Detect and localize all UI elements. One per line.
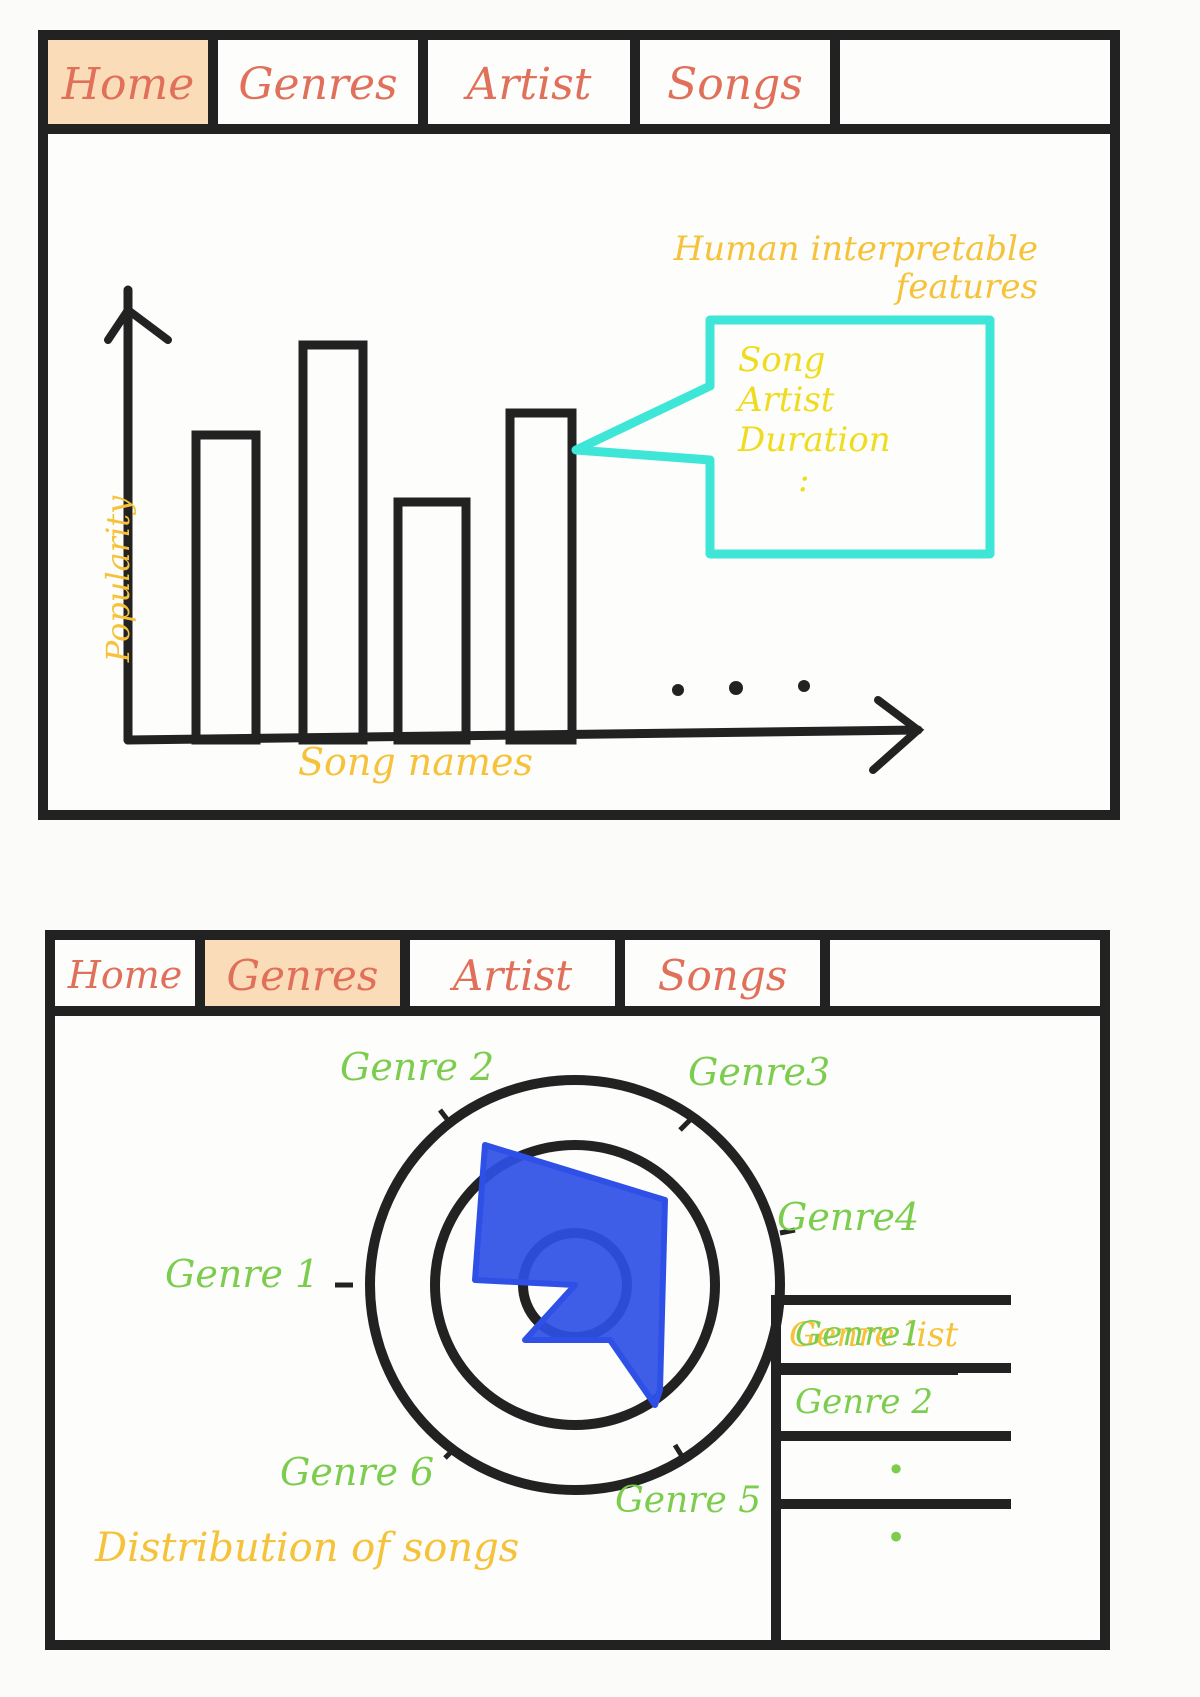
features-annotation-line-1: Human interpretable bbox=[673, 229, 1038, 269]
x-axis-label: Song names bbox=[298, 740, 533, 784]
tab-genres[interactable]: Genres bbox=[218, 40, 428, 124]
more-dot-3 bbox=[798, 680, 810, 692]
radar-ring-middle bbox=[430, 1140, 720, 1430]
tick-genre-6 bbox=[443, 1446, 457, 1460]
genre-list-item[interactable]: • bbox=[781, 1441, 1011, 1509]
tab-home-label: Home bbox=[67, 953, 183, 997]
radar-label-genre-4: Genre4 bbox=[777, 1195, 920, 1239]
genre-list-title-text: Genre list bbox=[789, 1315, 959, 1355]
radar-label-genre-5: Genre 5 bbox=[615, 1480, 762, 1521]
y-axis-arrow-icon bbox=[104, 304, 172, 344]
bar-3[interactable] bbox=[393, 497, 471, 745]
x-axis-arrow-icon bbox=[869, 696, 925, 774]
home-wireframe: Home Genres Artist Songs Human interpret… bbox=[38, 30, 1120, 820]
genre-list-item-label: Genre1 bbox=[795, 1314, 923, 1354]
tab-artist[interactable]: Artist bbox=[410, 940, 625, 1006]
bar-4[interactable] bbox=[505, 408, 577, 745]
tick-genre-3 bbox=[678, 1118, 692, 1132]
genres-wireframe: Home Genres Artist Songs Genre 1 Genre 2… bbox=[45, 930, 1110, 1650]
bar-2[interactable] bbox=[298, 340, 368, 745]
tab-home[interactable]: Home bbox=[55, 940, 205, 1006]
radar-label-genre-3: Genre3 bbox=[688, 1050, 831, 1094]
genre-list-panel: Genre list Genre1 Genre 2 • • bbox=[771, 1295, 1011, 1650]
features-annotation: Human interpretable features bbox=[608, 230, 1038, 306]
tab-artist[interactable]: Artist bbox=[428, 40, 640, 124]
tab-genres[interactable]: Genres bbox=[205, 940, 410, 1006]
tooltip-callout bbox=[571, 315, 995, 559]
tab-genres-label: Genres bbox=[226, 950, 379, 1000]
tab-artist-label: Artist bbox=[452, 950, 573, 1000]
tab-bar: Home Genres Artist Songs bbox=[48, 40, 1110, 134]
more-dot-1 bbox=[672, 684, 684, 696]
genre-list-item[interactable]: Genre 2 bbox=[781, 1373, 1011, 1441]
tab-songs[interactable]: Songs bbox=[625, 940, 830, 1006]
genre-list-item-label: Genre 2 bbox=[795, 1382, 933, 1422]
radar-ring-outer bbox=[365, 1075, 785, 1495]
genre-list-item[interactable]: Genre1 bbox=[781, 1305, 1011, 1373]
tab-songs-label: Songs bbox=[667, 58, 803, 110]
tick-genre-2 bbox=[438, 1108, 452, 1125]
tooltip-content: Song Artist Duration : bbox=[738, 340, 891, 500]
radar-label-genre-1: Genre 1 bbox=[165, 1252, 320, 1296]
y-axis-label: Popularity bbox=[99, 495, 137, 663]
genre-list-item-label: • bbox=[885, 1518, 907, 1558]
distribution-caption: Distribution of songs bbox=[95, 1525, 520, 1571]
genre-list-item[interactable]: • bbox=[781, 1509, 1011, 1567]
tooltip-duration: Duration bbox=[738, 420, 891, 460]
bar-chart-sketch bbox=[104, 285, 995, 774]
more-dot-2 bbox=[729, 681, 743, 695]
bar-1[interactable] bbox=[191, 430, 261, 745]
tab-home-label: Home bbox=[61, 58, 195, 110]
features-annotation-line-2: features bbox=[895, 267, 1038, 307]
tooltip-song: Song bbox=[738, 340, 826, 380]
tick-genre-4 bbox=[779, 1227, 796, 1236]
tab-songs-label: Songs bbox=[657, 950, 788, 1000]
tick-genre-5 bbox=[672, 1443, 686, 1460]
radar-label-genre-6: Genre 6 bbox=[280, 1450, 435, 1494]
genre-list-item-label: • bbox=[886, 1451, 906, 1489]
radar-distribution-shape[interactable] bbox=[472, 1142, 668, 1408]
radar-label-genre-2: Genre 2 bbox=[340, 1045, 495, 1089]
radar-chart-sketch bbox=[335, 1075, 796, 1495]
tab-songs[interactable]: Songs bbox=[640, 40, 840, 124]
tab-home[interactable]: Home bbox=[48, 40, 218, 124]
tooltip-more: : bbox=[798, 460, 810, 500]
tab-genres-label: Genres bbox=[238, 58, 398, 110]
tab-artist-label: Artist bbox=[466, 58, 592, 110]
tooltip-artist: Artist bbox=[738, 380, 835, 420]
tab-bar: Home Genres Artist Songs bbox=[55, 940, 1100, 1016]
